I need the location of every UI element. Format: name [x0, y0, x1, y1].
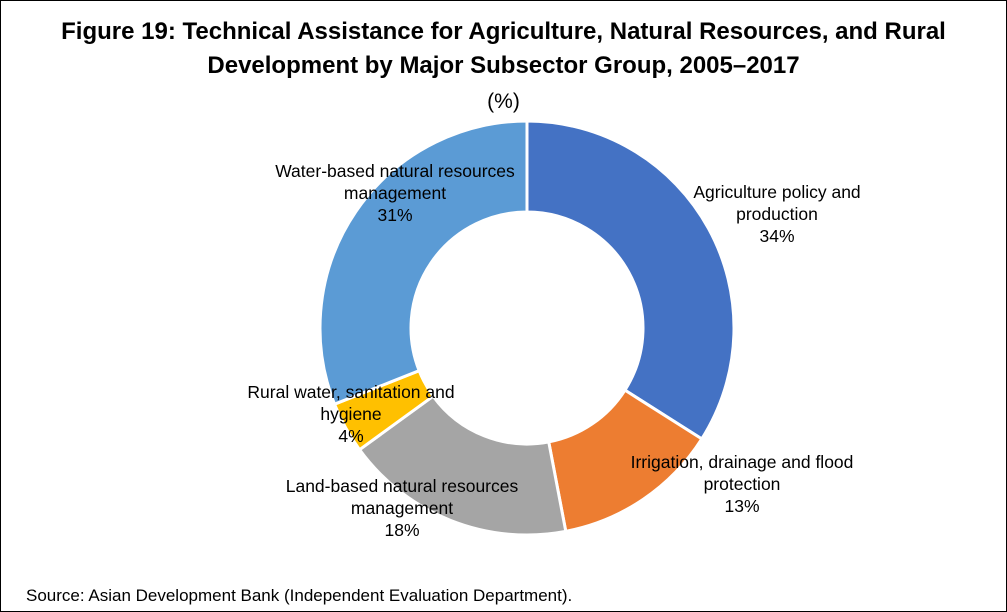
data-label-category: protection [704, 474, 781, 494]
chart-title-line-1: Figure 19: Technical Assistance for Agri… [61, 18, 946, 45]
data-label-category: management [351, 498, 453, 518]
donut-slice [525, 119, 736, 441]
donut-labels: Agriculture policy and production 34% Irrig… [247, 161, 860, 540]
data-label-category: Land-based natural resources [286, 476, 519, 496]
data-label-percent: 18% [384, 520, 419, 540]
data-label-category: Rural water, sanitation and [247, 382, 454, 402]
donut-slice [357, 394, 568, 537]
data-label-category: Water-based natural resources [275, 161, 515, 181]
source-note: Source: Asian Development Bank (Independ… [26, 586, 573, 605]
data-label: Irrigation, drainage and flood protection… [631, 452, 854, 516]
data-label-percent: 34% [759, 226, 794, 246]
data-label-category: hygiene [320, 404, 381, 424]
data-label: Land-based natural resources management 18… [286, 476, 519, 540]
data-label-category: production [736, 204, 818, 224]
chart-title-line-2: Development by Major Subsector Group, 20… [207, 52, 800, 79]
data-label-percent: 31% [377, 205, 412, 225]
chart-unit-subtitle: (%) [487, 90, 520, 113]
data-label: Rural water, sanitation and hygiene 4% [247, 382, 454, 446]
data-label-percent: 13% [724, 496, 759, 516]
donut-slice [318, 119, 529, 407]
donut-slices [318, 119, 736, 537]
data-label: Water-based natural resources management 3… [275, 161, 515, 225]
data-label-category: Irrigation, drainage and flood [631, 452, 854, 472]
data-label-percent: 4% [338, 426, 363, 446]
data-label-category: Agriculture policy and [693, 182, 860, 202]
data-label-category: management [344, 183, 446, 203]
data-label: Agriculture policy and production 34% [693, 182, 860, 246]
